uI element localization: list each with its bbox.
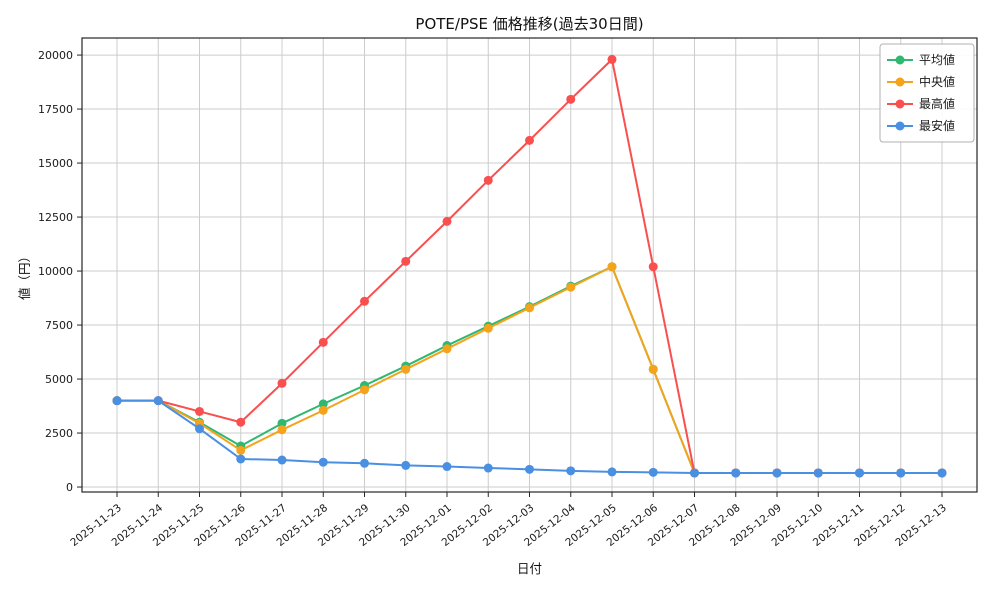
series-lowest-marker — [855, 468, 864, 478]
legend-item-lowest: 最安値 — [887, 118, 955, 133]
y-tick-label: 5000 — [45, 373, 73, 386]
legend-label: 中央値 — [919, 74, 955, 89]
legend-label: 最安値 — [919, 118, 955, 133]
series-highest-marker — [607, 54, 617, 64]
series-median-marker — [318, 405, 328, 415]
legend-marker — [895, 77, 905, 87]
series-lowest-marker — [525, 464, 534, 474]
y-tick-label: 15000 — [38, 157, 73, 170]
series-median-marker — [648, 364, 658, 374]
series-highest-marker — [525, 135, 534, 145]
legend-label: 平均値 — [919, 52, 955, 67]
series-lowest-marker — [236, 454, 246, 464]
series-median-marker — [525, 303, 534, 313]
series-median-marker — [566, 282, 576, 292]
series-lowest-marker — [483, 463, 493, 473]
series-average-marker — [318, 399, 328, 409]
series-highest-marker — [566, 94, 576, 104]
series-highest-marker — [442, 216, 452, 226]
series-highest-marker — [648, 262, 658, 272]
series-highest-marker — [236, 417, 246, 427]
legend-item-average: 平均値 — [887, 52, 955, 67]
y-tick-label: 7500 — [45, 319, 73, 332]
series-median-marker — [483, 323, 493, 333]
series-highest-marker — [195, 406, 204, 416]
series-highest-marker — [483, 175, 493, 185]
series-lowest-marker — [896, 468, 906, 478]
y-tick-label: 12500 — [38, 211, 73, 224]
legend-marker — [895, 55, 905, 65]
series-lowest-marker — [442, 462, 452, 472]
y-tick-label: 20000 — [38, 49, 73, 62]
series-median-marker — [360, 385, 369, 395]
series-lowest-marker — [153, 396, 163, 406]
series-highest-marker — [360, 296, 369, 306]
series-lowest-marker — [607, 467, 617, 477]
series-lowest-marker — [731, 468, 741, 478]
series-median-marker — [277, 425, 287, 435]
chart-title: POTE/PSE 価格推移(過去30日間) — [415, 15, 644, 33]
y-tick-label: 10000 — [38, 265, 73, 278]
y-tick-label: 17500 — [38, 103, 73, 116]
legend-label: 最高値 — [919, 96, 955, 111]
series-lowest-marker — [112, 396, 122, 406]
series-highest-marker — [401, 256, 411, 266]
series-lowest-marker — [318, 457, 328, 467]
series-lowest-marker — [648, 467, 658, 477]
series-average-marker — [277, 418, 287, 428]
series-lowest-marker — [401, 460, 411, 470]
series-median-marker — [401, 364, 411, 374]
series-lowest-marker — [690, 468, 699, 478]
series-lowest-marker — [566, 466, 576, 476]
legend-item-highest: 最高値 — [887, 96, 955, 111]
series-lowest-marker — [772, 468, 782, 478]
series-highest-marker — [318, 337, 328, 347]
legend-marker — [895, 99, 905, 109]
series-highest-marker — [277, 378, 287, 388]
y-tick-label: 2500 — [45, 427, 73, 440]
legend-item-median: 中央値 — [887, 74, 955, 89]
series-median-marker — [442, 344, 452, 354]
x-axis-title: 日付 — [516, 561, 542, 576]
series-lowest-marker — [937, 468, 947, 478]
series-lowest-marker — [277, 455, 287, 465]
series-lowest-marker — [360, 458, 369, 468]
series-lowest-marker — [195, 424, 204, 434]
series-median-marker — [607, 262, 617, 272]
y-tick-label: 0 — [66, 481, 73, 494]
legend-box — [879, 43, 975, 143]
series-median-marker — [236, 445, 246, 455]
legend-marker — [895, 121, 905, 131]
series-lowest-marker — [813, 468, 823, 478]
